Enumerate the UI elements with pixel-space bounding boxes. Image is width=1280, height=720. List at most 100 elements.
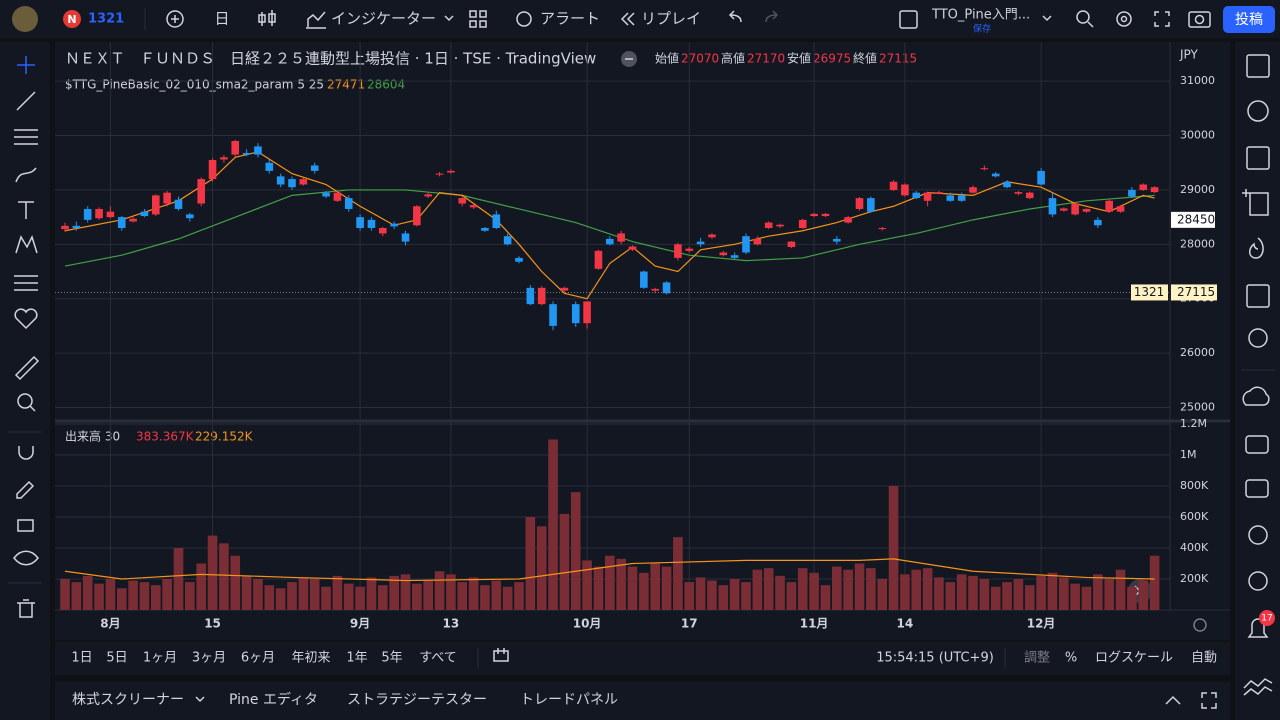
percent[interactable]: % [1065, 651, 1077, 666]
avatar[interactable] [12, 6, 38, 32]
volume-bar [854, 563, 865, 610]
trading[interactable] [1243, 678, 1273, 696]
candle-body [1082, 208, 1091, 212]
ideas[interactable] [1248, 328, 1268, 348]
alerts-panel[interactable] [1247, 100, 1269, 122]
redo[interactable] [765, 10, 779, 23]
range[interactable]: 1日 [71, 651, 92, 666]
favorites[interactable] [14, 308, 38, 330]
right-tools: 17 [1242, 54, 1275, 696]
measure[interactable] [14, 355, 40, 381]
chats[interactable] [1245, 435, 1269, 454]
volume-bar [1081, 586, 1092, 610]
auto[interactable]: 自動 [1191, 651, 1217, 666]
add-symbol[interactable] [166, 10, 184, 28]
volume-bar [922, 568, 933, 610]
range[interactable]: 1年 [346, 651, 367, 666]
add-panel[interactable] [1242, 189, 1269, 216]
range[interactable]: 3ヶ月 [192, 651, 226, 666]
tab[interactable]: Pine エディタ [229, 691, 318, 708]
volume-bar [809, 572, 819, 610]
x-tick-label: 12月 [1027, 617, 1056, 631]
candle-body [481, 228, 489, 231]
symbol[interactable]: 1321 [88, 12, 124, 27]
publish-button[interactable] [1223, 6, 1275, 33]
candle-body [379, 228, 387, 234]
alert-icon [516, 11, 532, 27]
ohlc-value: 27115 [879, 52, 917, 66]
lock[interactable] [17, 519, 34, 532]
volume-bar [298, 577, 309, 610]
calendar[interactable] [1246, 284, 1270, 308]
search[interactable] [1076, 10, 1090, 24]
indicators[interactable]: インジケーター [331, 10, 436, 28]
messages[interactable] [1245, 479, 1269, 498]
patterns[interactable] [15, 235, 38, 254]
news[interactable] [1246, 146, 1270, 170]
range[interactable]: 5年 [381, 651, 402, 666]
settings[interactable] [1116, 11, 1132, 27]
volume-bar [548, 439, 558, 610]
candle-body [662, 282, 671, 294]
volume-sma-value: 229.152K [195, 430, 254, 444]
help[interactable] [1248, 525, 1268, 545]
tab[interactable]: トレードパネル [520, 692, 618, 708]
layout-name[interactable]: TTO_Pine入門... [931, 8, 1030, 23]
volume-bar [366, 577, 377, 610]
notifications[interactable] [1247, 618, 1269, 638]
publish[interactable]: 投稿 [1235, 12, 1263, 28]
hotlist[interactable] [1249, 237, 1264, 259]
tab[interactable]: 株式スクリーナー [72, 692, 184, 708]
replay[interactable]: リプレイ [641, 10, 701, 28]
prediction[interactable] [14, 275, 38, 291]
brush[interactable] [15, 167, 37, 183]
currency[interactable]: JPY [1179, 48, 1199, 62]
undo[interactable] [728, 10, 742, 23]
remove[interactable] [17, 599, 35, 618]
adjust[interactable]: 調整 [1024, 651, 1050, 666]
range[interactable]: すべて [419, 651, 457, 666]
maximize[interactable] [1201, 692, 1217, 709]
magnet[interactable] [18, 446, 34, 460]
watchlist[interactable] [1246, 54, 1270, 78]
range[interactable]: 6ヶ月 [241, 651, 275, 666]
log-scale[interactable]: ログスケール [1095, 651, 1173, 666]
fullscreen[interactable] [1154, 11, 1170, 27]
price-badge-label: 28450 [1177, 212, 1215, 226]
date-range[interactable] [493, 648, 509, 662]
trend-line[interactable] [16, 91, 36, 111]
volume-bar [1070, 583, 1080, 610]
volume-bar [525, 517, 536, 610]
interval[interactable]: 日 [214, 10, 229, 28]
candle-body [447, 170, 455, 173]
candle-body [560, 287, 569, 291]
tab[interactable]: ストラテジーテスター [347, 692, 487, 708]
volume-bar [1013, 579, 1024, 610]
range[interactable]: 1ヶ月 [143, 651, 177, 666]
candle-body [991, 173, 1000, 177]
candle-body [288, 179, 296, 188]
text-tool[interactable] [18, 201, 34, 219]
drawing-mode[interactable] [16, 480, 35, 499]
visibility[interactable] [13, 550, 39, 566]
volume-bar [605, 555, 615, 610]
crosshair[interactable] [17, 56, 35, 74]
fib[interactable] [14, 129, 38, 145]
axis-settings[interactable] [1193, 618, 1207, 632]
chart-type[interactable] [258, 10, 276, 26]
snapshot[interactable] [1188, 11, 1211, 28]
play[interactable] [1248, 571, 1268, 591]
expand[interactable] [1165, 695, 1181, 705]
range[interactable]: 年初来 [291, 651, 330, 666]
volume-bar [378, 585, 388, 610]
streams[interactable] [1242, 386, 1270, 406]
range[interactable]: 5日 [106, 651, 127, 666]
candle-body [231, 140, 240, 155]
ohlc-value: 27170 [747, 52, 785, 66]
alert[interactable]: アラート [540, 10, 600, 28]
ohlc-legend: 始値 27070 高値 27170 安値 26975 終値 27115 [655, 51, 917, 66]
layout-icon[interactable] [899, 10, 918, 29]
templates[interactable] [469, 10, 487, 28]
indicator-value: 27471 [327, 78, 365, 92]
zoom[interactable] [17, 393, 33, 409]
